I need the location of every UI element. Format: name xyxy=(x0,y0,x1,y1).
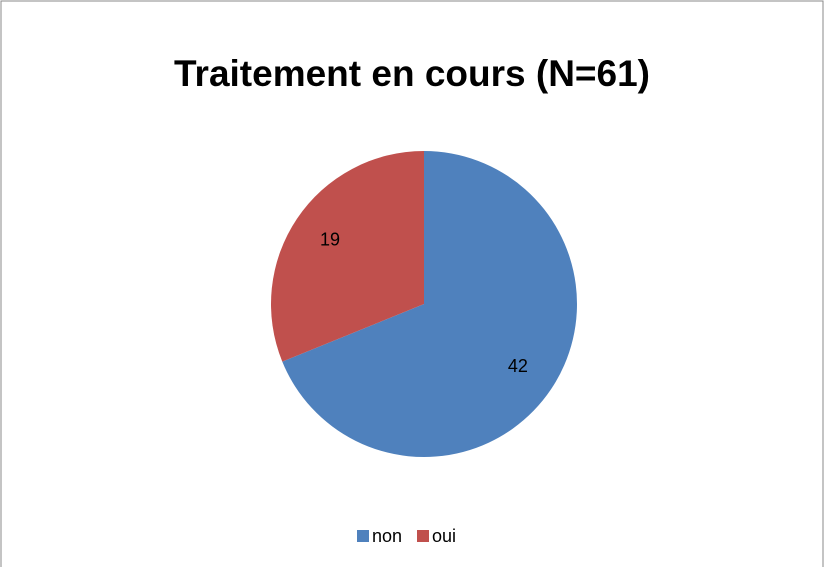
pie-slice xyxy=(282,151,577,457)
pie-slice xyxy=(271,151,424,362)
data-label: 42 xyxy=(508,356,528,376)
legend-label: oui xyxy=(432,526,456,546)
legend-swatch xyxy=(357,530,369,542)
chart-title: Traitement en cours (N=61) xyxy=(174,53,650,94)
data-label: 19 xyxy=(320,230,340,250)
legend-swatch xyxy=(417,530,429,542)
legend-label: non xyxy=(372,526,402,546)
